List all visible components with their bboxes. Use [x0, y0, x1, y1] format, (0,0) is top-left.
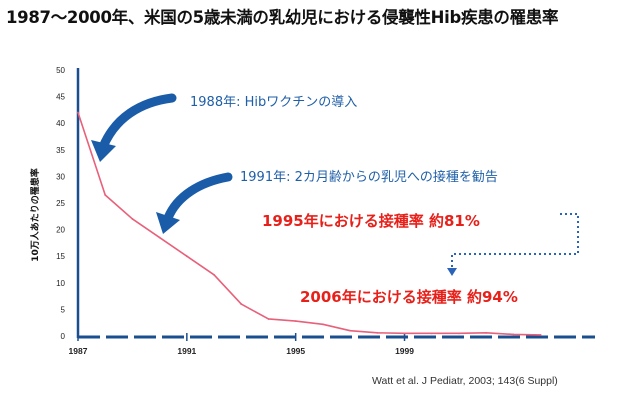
- y-tick-label: 10: [56, 279, 65, 288]
- series-line-layer: [77, 111, 542, 336]
- data-point: [458, 332, 460, 335]
- x-tick-label: 1995: [286, 346, 305, 356]
- series-line: [77, 112, 541, 336]
- data-point: [240, 303, 243, 305]
- arrow-1991-head: [156, 212, 180, 234]
- data-point: [185, 255, 188, 258]
- annotation-1991: 1991年: 2カ月齢からの乳児への接種を勧告: [240, 169, 498, 185]
- y-axis-label: 10万人あたりの罹患率: [29, 168, 41, 262]
- data-point: [267, 318, 270, 320]
- annotation-1995-coverage: 1995年における接種率 約81%: [262, 212, 480, 230]
- data-point: [403, 332, 406, 335]
- y-tick-label: 35: [56, 146, 65, 155]
- dotted-connector: [451, 213, 579, 270]
- y-tick-label: 0: [61, 332, 66, 341]
- arrow-1988: [98, 93, 177, 152]
- ticks: 0 5 10 15 20 25 30 35 40 45 50 1987 1991 1995 1999: [56, 66, 414, 356]
- arrow-1991: [163, 172, 233, 223]
- dotted-connector-arrowhead: [447, 268, 457, 276]
- source-citation: Watt et al. J Pediatr, 2003; 143(6 Suppl…: [372, 375, 558, 387]
- data-point: [512, 333, 515, 336]
- data-point: [485, 331, 488, 334]
- x-tick-label: 1987: [69, 346, 88, 356]
- y-tick-label: 50: [56, 66, 65, 75]
- data-point: [131, 218, 134, 220]
- data-point: [77, 111, 79, 114]
- data-point: [430, 332, 433, 335]
- arrow-1988-head: [91, 140, 116, 162]
- x-tick-label: 1991: [177, 346, 196, 356]
- y-tick-label: 40: [56, 119, 65, 128]
- annotation-2006-coverage: 2006年における接種率 約94%: [300, 288, 518, 306]
- data-point: [213, 273, 215, 276]
- data-point: [294, 320, 297, 323]
- y-tick-label: 25: [56, 199, 65, 208]
- y-tick-label: 30: [56, 172, 65, 181]
- data-point: [321, 323, 324, 326]
- data-point: [539, 334, 542, 336]
- y-tick-label: 15: [56, 252, 65, 261]
- data-point: [104, 194, 107, 196]
- data-point: [376, 331, 379, 334]
- y-tick-label: 20: [56, 226, 65, 235]
- data-point: [158, 236, 161, 239]
- y-tick-label: 5: [61, 305, 66, 314]
- annotation-1988: 1988年: Hibワクチンの導入: [190, 95, 357, 110]
- y-tick-label: 45: [56, 93, 65, 102]
- data-point: [349, 329, 352, 332]
- x-tick-label: 1999: [395, 346, 414, 356]
- page-title: 1987～2000年、米国の5歳未満の乳幼児における侵襲性Hib疾患の罹患率: [6, 8, 559, 27]
